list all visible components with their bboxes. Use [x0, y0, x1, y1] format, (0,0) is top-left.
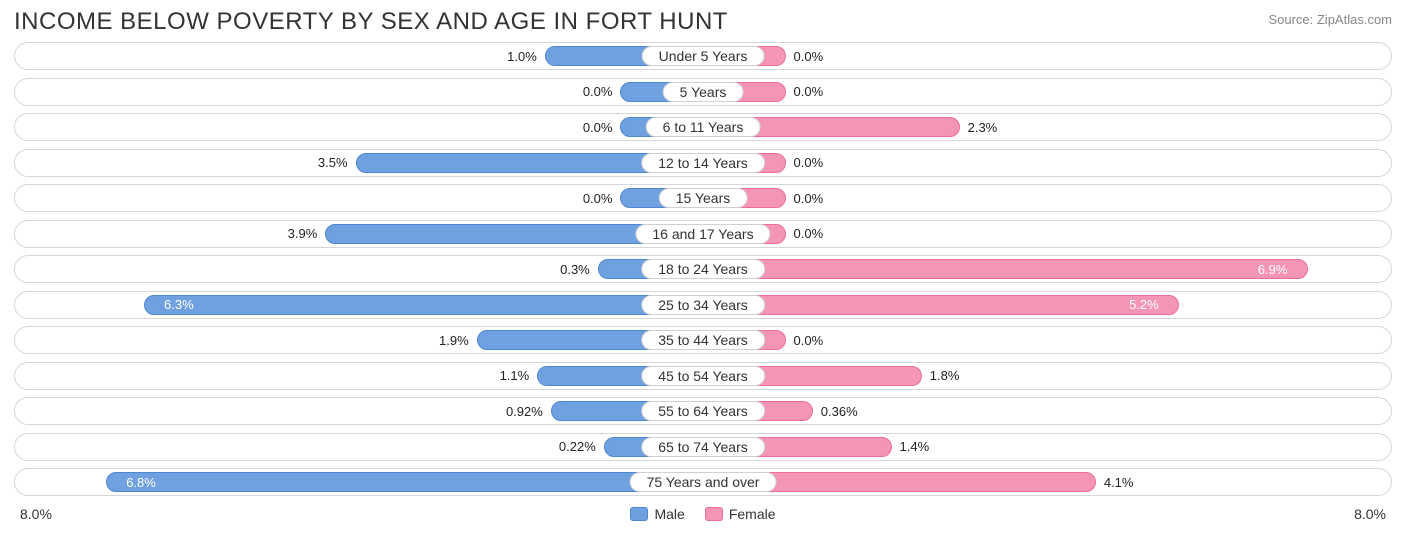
- legend-male: Male: [630, 506, 684, 522]
- male-value: 0.0%: [583, 82, 613, 102]
- chart-row: 0.0% 2.3% 6 to 11 Years: [14, 113, 1392, 141]
- female-value: 5.2%: [1129, 295, 1159, 315]
- legend: Male Female: [630, 506, 775, 522]
- chart-row: 0.22% 1.4% 65 to 74 Years: [14, 433, 1392, 461]
- category-label: 25 to 34 Years: [641, 295, 765, 315]
- female-value: 2.3%: [968, 117, 998, 137]
- chart-row: 0.92% 0.36% 55 to 64 Years: [14, 397, 1392, 425]
- axis-label-left: 8.0%: [20, 506, 52, 522]
- male-value: 1.1%: [500, 366, 530, 386]
- female-bar: [703, 295, 1179, 315]
- female-value: 0.0%: [794, 188, 824, 208]
- category-label: 65 to 74 Years: [641, 437, 765, 457]
- male-value: 1.9%: [439, 330, 469, 350]
- male-value: 3.5%: [318, 153, 348, 173]
- axis-row: 8.0% Male Female 8.0%: [14, 504, 1392, 522]
- chart-row: 0.3% 6.9% 18 to 24 Years: [14, 255, 1392, 283]
- chart-row: 0.0% 0.0% 15 Years: [14, 184, 1392, 212]
- category-label: 55 to 64 Years: [641, 401, 765, 421]
- chart-row: 3.5% 0.0% 12 to 14 Years: [14, 149, 1392, 177]
- chart-row: 1.0% 0.0% Under 5 Years: [14, 42, 1392, 70]
- female-value: 1.4%: [900, 437, 930, 457]
- chart-row: 1.1% 1.8% 45 to 54 Years: [14, 362, 1392, 390]
- female-value: 4.1%: [1104, 472, 1134, 492]
- chart-area: 1.0%0.0%Under 5 Years0.0%0.0%5 Years0.0%…: [0, 42, 1406, 522]
- chart-source: Source: ZipAtlas.com: [1268, 8, 1392, 27]
- chart-row: 6.8% 4.1% 75 Years and over: [14, 468, 1392, 496]
- legend-female: Female: [705, 506, 776, 522]
- female-value: 0.0%: [794, 224, 824, 244]
- category-label: 45 to 54 Years: [641, 366, 765, 386]
- category-label: 35 to 44 Years: [641, 330, 765, 350]
- category-label: 16 and 17 Years: [635, 224, 770, 244]
- chart-title: INCOME BELOW POVERTY BY SEX AND AGE IN F…: [14, 8, 728, 36]
- male-bar: [144, 295, 703, 315]
- chart-row: 3.9% 0.0% 16 and 17 Years: [14, 220, 1392, 248]
- male-value: 0.0%: [583, 188, 613, 208]
- chart-row: 1.9% 0.0% 35 to 44 Years: [14, 326, 1392, 354]
- female-value: 0.0%: [794, 330, 824, 350]
- chart-row: 6.3% 5.2% 25 to 34 Years: [14, 291, 1392, 319]
- category-label: 18 to 24 Years: [641, 259, 765, 279]
- category-label: 5 Years: [663, 82, 744, 102]
- female-value: 0.0%: [794, 153, 824, 173]
- category-label: 6 to 11 Years: [646, 117, 761, 137]
- category-label: 12 to 14 Years: [641, 153, 765, 173]
- axis-label-right: 8.0%: [1354, 506, 1386, 522]
- female-value: 0.0%: [794, 82, 824, 102]
- category-label: 75 Years and over: [630, 472, 777, 492]
- category-label: 15 Years: [659, 188, 748, 208]
- female-value: 0.36%: [821, 401, 858, 421]
- category-label: Under 5 Years: [642, 46, 765, 66]
- male-value: 0.0%: [583, 117, 613, 137]
- legend-male-label: Male: [654, 506, 684, 522]
- male-value: 0.3%: [560, 259, 590, 279]
- female-bar: [703, 259, 1308, 279]
- male-value: 6.8%: [126, 472, 156, 492]
- female-value: 0.0%: [794, 46, 824, 66]
- male-bar: [106, 472, 703, 492]
- male-value: 0.22%: [559, 437, 596, 457]
- male-value: 3.9%: [288, 224, 318, 244]
- male-value: 1.0%: [507, 46, 537, 66]
- male-value: 6.3%: [164, 295, 194, 315]
- female-value: 6.9%: [1258, 259, 1288, 279]
- legend-male-swatch: [630, 507, 648, 521]
- female-value: 1.8%: [930, 366, 960, 386]
- male-value: 0.92%: [506, 401, 543, 421]
- chart-row: 0.0% 0.0% 5 Years: [14, 78, 1392, 106]
- legend-female-label: Female: [729, 506, 776, 522]
- legend-female-swatch: [705, 507, 723, 521]
